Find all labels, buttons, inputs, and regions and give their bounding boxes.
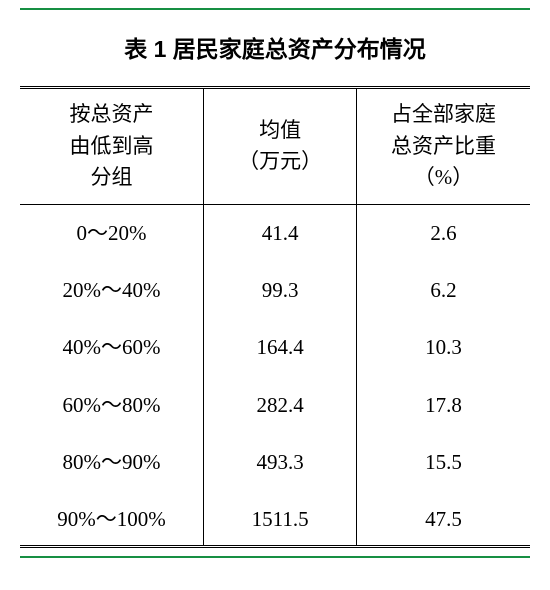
cell-share: 2.6 xyxy=(357,204,530,262)
cell-share: 15.5 xyxy=(357,434,530,491)
table-row: 60%～80% 282.4 17.8 xyxy=(20,377,530,434)
header-line: （万元） xyxy=(238,149,322,173)
table-row: 90%～100% 1511.5 47.5 xyxy=(20,491,530,546)
header-proportion: 占全部家庭 总资产比重 （%） xyxy=(357,88,530,205)
header-line: 按总资产 xyxy=(70,102,154,126)
cell-mean: 99.3 xyxy=(204,262,357,319)
table-row: 20%～40% 99.3 6.2 xyxy=(20,262,530,319)
asset-distribution-table: 按总资产 由低到高 分组 均值 （万元） 占全部家庭 总资产比重 （%） 0～2… xyxy=(20,86,530,548)
cell-share: 47.5 xyxy=(357,491,530,546)
cell-mean: 282.4 xyxy=(204,377,357,434)
cell-group: 20%～40% xyxy=(20,262,204,319)
header-line: 总资产比重 xyxy=(391,134,496,158)
table-container: 表 1 居民家庭总资产分布情况 按总资产 由低到高 分组 均值 （万元） 占全部… xyxy=(20,8,530,558)
header-line: 由低到高 xyxy=(70,134,154,158)
cell-group: 80%～90% xyxy=(20,434,204,491)
cell-share: 17.8 xyxy=(357,377,530,434)
table-header-row: 按总资产 由低到高 分组 均值 （万元） 占全部家庭 总资产比重 （%） xyxy=(20,88,530,205)
header-line: （%） xyxy=(414,165,474,189)
header-group-by-asset: 按总资产 由低到高 分组 xyxy=(20,88,204,205)
cell-mean: 41.4 xyxy=(204,204,357,262)
cell-group: 40%～60% xyxy=(20,319,204,376)
cell-mean: 493.3 xyxy=(204,434,357,491)
cell-group: 90%～100% xyxy=(20,491,204,546)
cell-share: 6.2 xyxy=(357,262,530,319)
cell-group: 0～20% xyxy=(20,204,204,262)
header-line: 均值 xyxy=(259,118,301,142)
header-line: 分组 xyxy=(91,165,133,189)
cell-mean: 1511.5 xyxy=(204,491,357,546)
header-line: 占全部家庭 xyxy=(391,102,496,126)
table-row: 40%～60% 164.4 10.3 xyxy=(20,319,530,376)
table-row: 80%～90% 493.3 15.5 xyxy=(20,434,530,491)
table-row: 0～20% 41.4 2.6 xyxy=(20,204,530,262)
table-title: 表 1 居民家庭总资产分布情况 xyxy=(20,30,530,64)
cell-share: 10.3 xyxy=(357,319,530,376)
header-mean-value: 均值 （万元） xyxy=(204,88,357,205)
cell-group: 60%～80% xyxy=(20,377,204,434)
cell-mean: 164.4 xyxy=(204,319,357,376)
